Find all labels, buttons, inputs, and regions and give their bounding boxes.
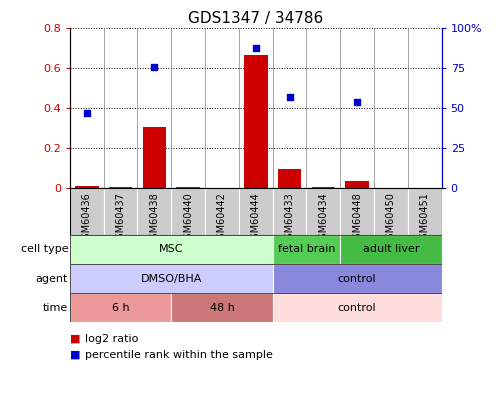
Text: GSM60436: GSM60436 [82,192,92,245]
Bar [408,188,442,235]
Bar [340,188,374,235]
Text: GSM60442: GSM60442 [217,192,227,245]
Text: adult liver: adult liver [363,245,419,254]
Bar [272,235,340,264]
Point [83,110,91,116]
Text: 6 h: 6 h [112,303,129,313]
Bar [70,188,104,235]
Bar [171,293,272,322]
Text: ■: ■ [70,350,80,360]
Text: GSM60450: GSM60450 [386,192,396,245]
Text: GSM60438: GSM60438 [149,192,159,245]
Bar [345,181,369,188]
Bar [239,188,272,235]
Text: GSM60451: GSM60451 [420,192,430,245]
Text: GSM60434: GSM60434 [318,192,328,245]
Bar [70,235,272,264]
Point [251,44,259,51]
Text: GSM60440: GSM60440 [183,192,193,245]
Text: DMSO/BHA: DMSO/BHA [141,274,202,284]
Bar [272,264,442,293]
Text: time: time [43,303,68,313]
Text: GSM60433: GSM60433 [284,192,294,245]
Text: MSC: MSC [159,245,184,254]
Text: GSM60444: GSM60444 [250,192,261,245]
Text: ■: ■ [70,334,80,343]
Bar [143,127,166,188]
Point [150,64,158,70]
Bar [70,264,272,293]
Bar [205,188,239,235]
Bar [272,188,306,235]
Bar [272,293,442,322]
Text: control: control [338,303,376,313]
Point [353,99,361,105]
Bar [340,235,442,264]
Text: 48 h: 48 h [210,303,235,313]
Title: GDS1347 / 34786: GDS1347 / 34786 [188,11,323,26]
Bar [70,293,171,322]
Text: fetal brain: fetal brain [277,245,335,254]
Bar [306,188,340,235]
Bar [244,55,267,188]
Text: control: control [338,274,376,284]
Bar [171,188,205,235]
Text: log2 ratio: log2 ratio [85,334,138,343]
Bar [374,188,408,235]
Bar [75,186,99,188]
Text: agent: agent [36,274,68,284]
Point [285,94,293,100]
Text: GSM60437: GSM60437 [116,192,126,245]
Text: cell type: cell type [20,245,68,254]
Bar [104,188,137,235]
Bar [137,188,171,235]
Text: percentile rank within the sample: percentile rank within the sample [85,350,273,360]
Text: GSM60448: GSM60448 [352,192,362,245]
Bar [278,169,301,188]
